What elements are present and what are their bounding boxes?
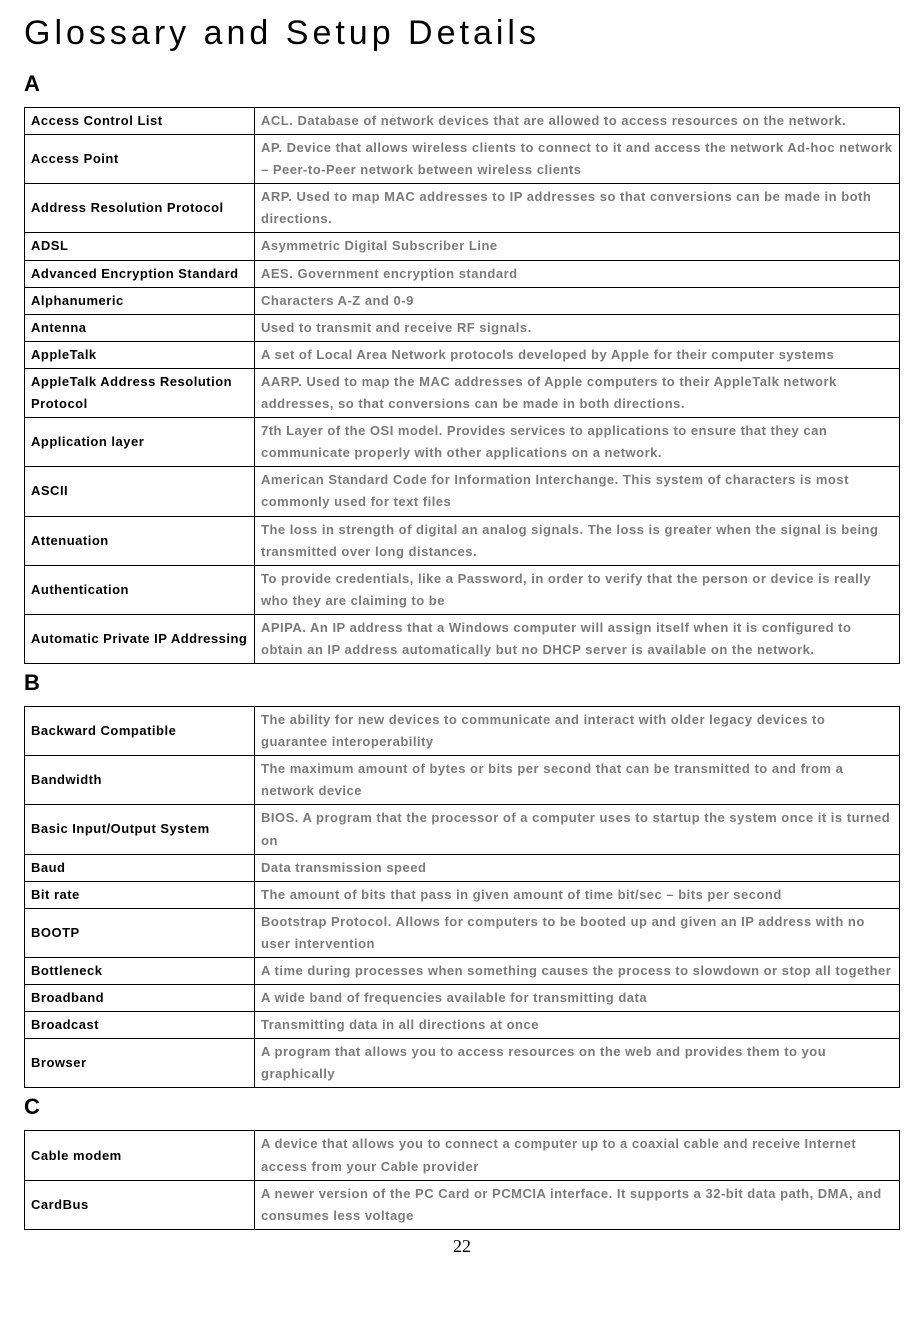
- glossary-definition: The maximum amount of bytes or bits per …: [255, 756, 900, 805]
- table-row: Bit rateThe amount of bits that pass in …: [25, 881, 900, 908]
- glossary-definition: Data transmission speed: [255, 854, 900, 881]
- glossary-term: Attenuation: [25, 516, 255, 565]
- glossary-term: ASCII: [25, 467, 255, 516]
- section-letter: A: [24, 71, 900, 97]
- glossary-definition: AP. Device that allows wireless clients …: [255, 135, 900, 184]
- table-row: BottleneckA time during processes when s…: [25, 958, 900, 985]
- glossary-term: Bottleneck: [25, 958, 255, 985]
- glossary-term: Browser: [25, 1039, 255, 1088]
- glossary-definition: American Standard Code for Information I…: [255, 467, 900, 516]
- glossary-definition: The amount of bits that pass in given am…: [255, 881, 900, 908]
- section-letter: C: [24, 1094, 900, 1120]
- glossary-term: AppleTalk: [25, 341, 255, 368]
- table-row: BrowserA program that allows you to acce…: [25, 1039, 900, 1088]
- glossary-term: Broadcast: [25, 1012, 255, 1039]
- glossary-definition: BIOS. A program that the processor of a …: [255, 805, 900, 854]
- glossary-term: Access Control List: [25, 108, 255, 135]
- glossary-term: Authentication: [25, 565, 255, 614]
- table-row: AttenuationThe loss in strength of digit…: [25, 516, 900, 565]
- glossary-definition: AARP. Used to map the MAC addresses of A…: [255, 368, 900, 417]
- glossary-definition: A program that allows you to access reso…: [255, 1039, 900, 1088]
- table-row: ADSLAsymmetric Digital Subscriber Line: [25, 233, 900, 260]
- glossary-table: Backward CompatibleThe ability for new d…: [24, 706, 900, 1088]
- glossary-definition: A device that allows you to connect a co…: [255, 1131, 900, 1180]
- table-row: BOOTPBootstrap Protocol. Allows for comp…: [25, 908, 900, 957]
- glossary-definition: The loss in strength of digital an analo…: [255, 516, 900, 565]
- glossary-term: Basic Input/Output System: [25, 805, 255, 854]
- glossary-definition: 7th Layer of the OSI model. Provides ser…: [255, 418, 900, 467]
- glossary-term: AppleTalk Address Resolution Protocol: [25, 368, 255, 417]
- table-row: BandwidthThe maximum amount of bytes or …: [25, 756, 900, 805]
- section-letter: B: [24, 670, 900, 696]
- table-row: AntennaUsed to transmit and receive RF s…: [25, 314, 900, 341]
- table-row: AuthenticationTo provide credentials, li…: [25, 565, 900, 614]
- glossary-term: Backward Compatible: [25, 707, 255, 756]
- table-row: Access Point AP. Device that allows wire…: [25, 135, 900, 184]
- table-row: Application layer7th Layer of the OSI mo…: [25, 418, 900, 467]
- glossary-table: Cable modemA device that allows you to c…: [24, 1130, 900, 1229]
- glossary-term: Advanced Encryption Standard: [25, 260, 255, 287]
- glossary-term: Broadband: [25, 985, 255, 1012]
- table-row: Advanced Encryption StandardAES. Governm…: [25, 260, 900, 287]
- table-row: BaudData transmission speed: [25, 854, 900, 881]
- glossary-definition: APIPA. An IP address that a Windows comp…: [255, 614, 900, 663]
- glossary-sections: A Access Control ListACL. Database of net…: [24, 71, 900, 1230]
- glossary-definition: AES. Government encryption standard: [255, 260, 900, 287]
- glossary-term: Automatic Private IP Addressing: [25, 614, 255, 663]
- table-row: Access Control ListACL. Database of netw…: [25, 108, 900, 135]
- page-number: 22: [24, 1236, 900, 1257]
- glossary-definition: To provide credentials, like a Password,…: [255, 565, 900, 614]
- table-row: ASCIIAmerican Standard Code for Informat…: [25, 467, 900, 516]
- table-row: Address Resolution ProtocolARP. Used to …: [25, 184, 900, 233]
- glossary-term: Alphanumeric: [25, 287, 255, 314]
- glossary-definition: A newer version of the PC Card or PCMCIA…: [255, 1180, 900, 1229]
- glossary-definition: Used to transmit and receive RF signals.: [255, 314, 900, 341]
- glossary-definition: A set of Local Area Network protocols de…: [255, 341, 900, 368]
- table-row: Cable modemA device that allows you to c…: [25, 1131, 900, 1180]
- table-row: BroadcastTransmitting data in all direct…: [25, 1012, 900, 1039]
- glossary-definition: A wide band of frequencies available for…: [255, 985, 900, 1012]
- table-row: BroadbandA wide band of frequencies avai…: [25, 985, 900, 1012]
- glossary-term: Address Resolution Protocol: [25, 184, 255, 233]
- table-row: Backward CompatibleThe ability for new d…: [25, 707, 900, 756]
- glossary-definition: Characters A-Z and 0-9: [255, 287, 900, 314]
- glossary-term: ADSL: [25, 233, 255, 260]
- glossary-term: Application layer: [25, 418, 255, 467]
- glossary-term: Bandwidth: [25, 756, 255, 805]
- glossary-definition: Asymmetric Digital Subscriber Line: [255, 233, 900, 260]
- glossary-term: Antenna: [25, 314, 255, 341]
- glossary-term: Cable modem: [25, 1131, 255, 1180]
- glossary-table: Access Control ListACL. Database of netw…: [24, 107, 900, 664]
- glossary-definition: A time during processes when something c…: [255, 958, 900, 985]
- table-row: CardBusA newer version of the PC Card or…: [25, 1180, 900, 1229]
- glossary-term: CardBus: [25, 1180, 255, 1229]
- table-row: AlphanumericCharacters A-Z and 0-9: [25, 287, 900, 314]
- glossary-definition: ACL. Database of network devices that ar…: [255, 108, 900, 135]
- table-row: AppleTalk Address Resolution ProtocolAAR…: [25, 368, 900, 417]
- glossary-term: Baud: [25, 854, 255, 881]
- glossary-definition: ARP. Used to map MAC addresses to IP add…: [255, 184, 900, 233]
- table-row: Automatic Private IP AddressingAPIPA. An…: [25, 614, 900, 663]
- page-title: Glossary and Setup Details: [24, 14, 900, 53]
- glossary-definition: Transmitting data in all directions at o…: [255, 1012, 900, 1039]
- glossary-term: Bit rate: [25, 881, 255, 908]
- glossary-definition: The ability for new devices to communica…: [255, 707, 900, 756]
- glossary-term: Access Point: [25, 135, 255, 184]
- glossary-definition: Bootstrap Protocol. Allows for computers…: [255, 908, 900, 957]
- table-row: AppleTalkA set of Local Area Network pro…: [25, 341, 900, 368]
- glossary-term: BOOTP: [25, 908, 255, 957]
- table-row: Basic Input/Output SystemBIOS. A program…: [25, 805, 900, 854]
